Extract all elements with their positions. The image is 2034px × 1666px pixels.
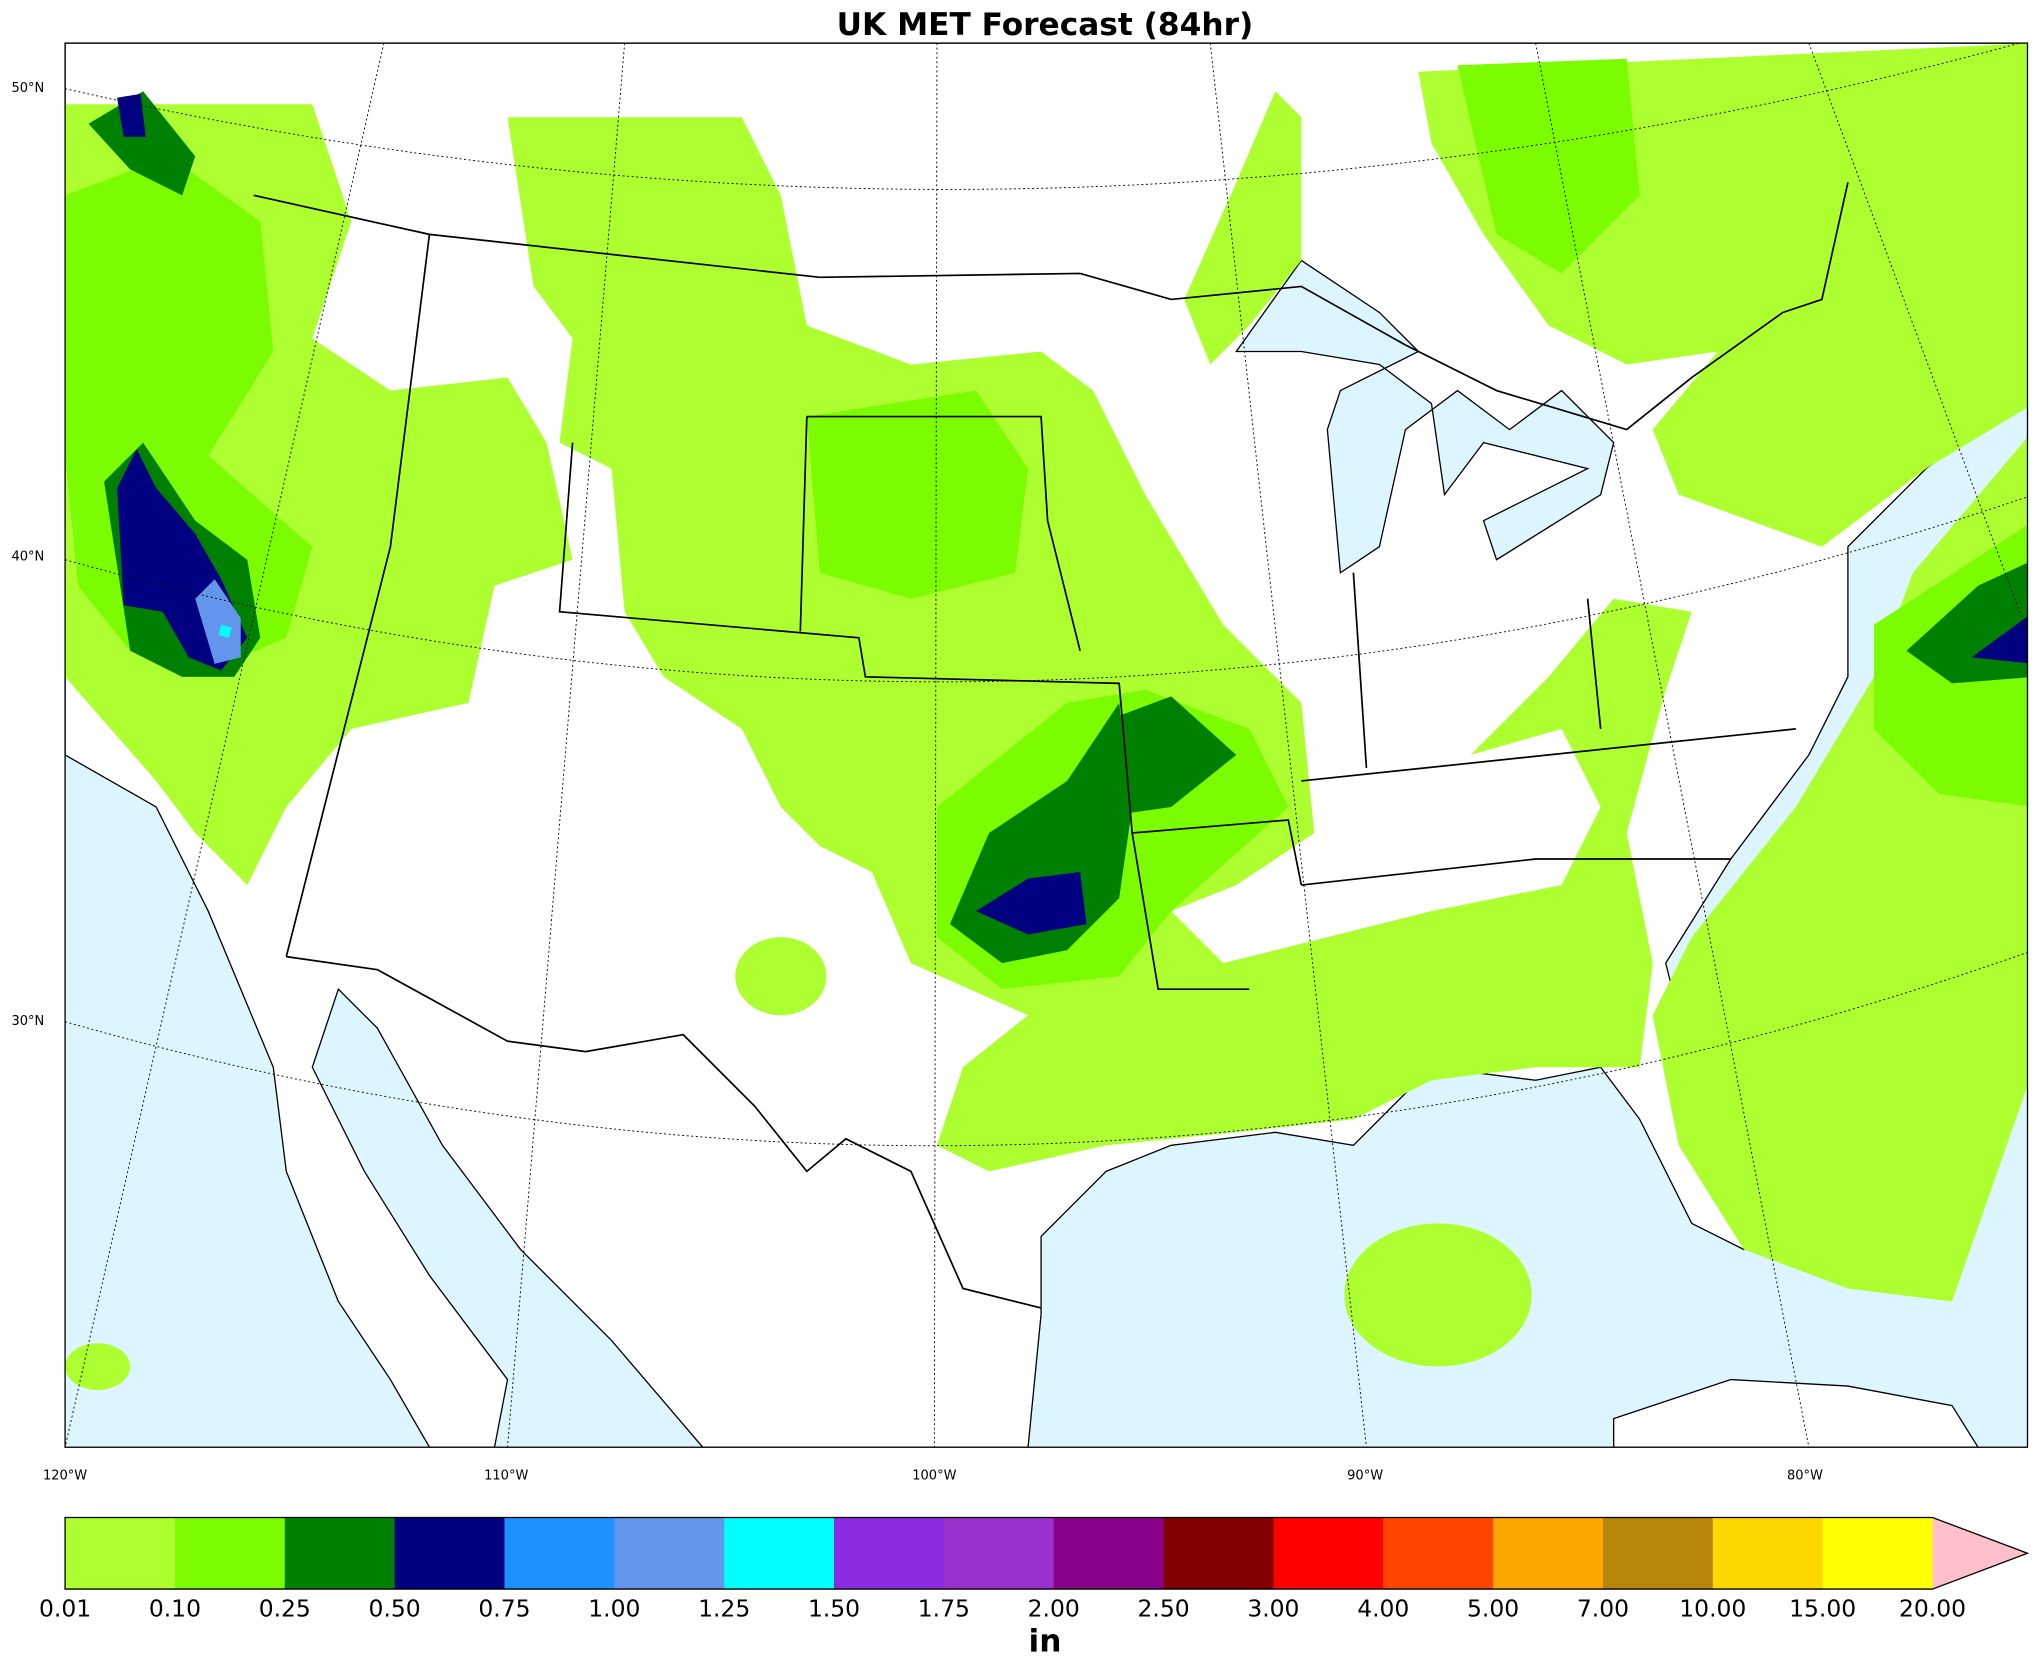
colorbar-segment [504,1517,615,1590]
colorbar-tick-label: 15.00 [1789,1594,1856,1622]
colorbar-segment [284,1517,396,1590]
colorbar-tick-label: 2.00 [1028,1594,1080,1622]
lon-label: 120°W [43,1468,87,1483]
precip-area [218,624,232,638]
colorbar-tick-label: 0.10 [149,1594,201,1622]
colorbar-segment [834,1517,945,1590]
colorbar-segment [1822,1517,1934,1590]
title: UK MET Forecast (84hr) [837,7,1254,43]
precip-area [1457,58,1640,274]
colorbar-tick-label: 1.00 [588,1594,640,1622]
map-frame [64,42,2029,1448]
colorbar-tick-label: 10.00 [1679,1594,1746,1622]
graticule [65,43,2028,1448]
colorbar-tick-label: 2.50 [1137,1594,1189,1622]
colorbar-tick-label: 7.00 [1577,1594,1629,1622]
precip-area [976,872,1087,935]
colorbar-tick-label: 0.50 [369,1594,421,1622]
colorbar-segment [1602,1517,1714,1590]
colorbar-segment [65,1517,176,1590]
colorbar-tick-label: 0.01 [39,1594,91,1622]
lat-label: 30°N [11,1014,44,1029]
lon-label: 80°W [1787,1468,1823,1483]
colorbar-tick-label: 1.75 [918,1594,970,1622]
colorbar-segment [1383,1517,1494,1590]
lon-label: 100°W [912,1468,956,1483]
colorbar-segment [1493,1517,1604,1590]
precipitation [65,43,2028,1390]
map [65,43,2028,1448]
colorbar-tick-label: 0.25 [259,1594,311,1622]
precip-area [65,1343,131,1390]
colorbar-tick-label: 1.50 [808,1594,860,1622]
colorbar-unit: in [1029,1623,1062,1659]
borders [253,182,1849,1309]
lon-label: 90°W [1347,1468,1383,1483]
precip-area [1119,696,1237,814]
colorbar-segment [394,1517,506,1590]
precip-area [507,117,1692,1172]
colorbar-segment [1712,1517,1824,1590]
colorbar-extension [1932,1517,2028,1590]
colorbar-tick-label: 4.00 [1357,1594,1409,1622]
lat-label: 40°N [11,550,44,565]
precip-area [1971,616,2028,664]
colorbar-segment [614,1517,725,1590]
colorbar-segment [1053,1517,1165,1590]
colorbar-segment [174,1517,286,1590]
colorbar: 0.01 0.10 0.25 0.50 0.75 1.00 1.25 1.50 1.75 2.00… [39,1516,2030,1659]
colorbar-tick-label: 5.00 [1467,1594,1519,1622]
lat-label: 50°N [11,81,44,96]
great-lakes [1235,259,1615,574]
colorbar-segment [1163,1517,1275,1590]
colorbar-segment [943,1517,1055,1590]
colorbar-segment [1273,1517,1384,1590]
colorbar-outline [64,1516,2030,1590]
precip-area [195,579,241,664]
precip-area [117,93,146,137]
lon-label: 110°W [484,1468,528,1483]
precip-area [88,91,196,196]
precip-area [1344,1223,1532,1367]
precip-area [735,937,827,1016]
precip-area [1184,91,1302,365]
cuba [1613,1378,1979,1448]
colorbar-tick-label: 3.00 [1247,1594,1299,1622]
precip-area [806,390,1029,599]
colorbar-tick-label: 20.00 [1899,1594,1966,1622]
colorbar-segment [724,1517,835,1590]
axis-labels: 50°N 40°N 30°N 120°W 110°W 100°W 90°W 80°W [11,81,1823,1483]
colorbar-tick-label: 1.25 [698,1594,750,1622]
colorbar-tick-label: 0.75 [478,1594,530,1622]
precip-area [949,702,1133,964]
